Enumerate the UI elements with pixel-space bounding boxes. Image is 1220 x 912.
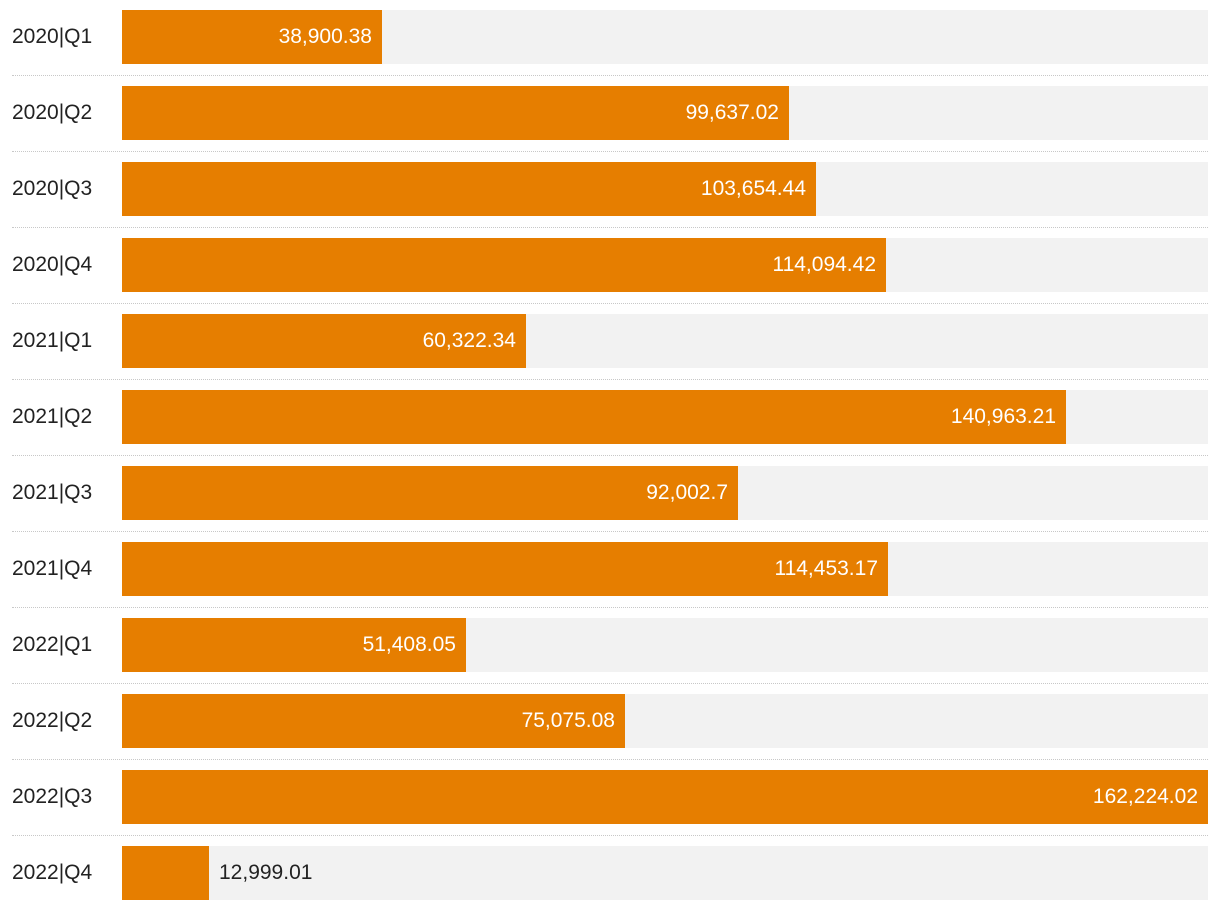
row-divider <box>12 455 1208 456</box>
bar <box>122 238 886 292</box>
bar-track: 51,408.05 <box>122 618 1208 672</box>
row-divider <box>12 379 1208 380</box>
bar-track: 99,637.02 <box>122 86 1208 140</box>
bar-track: 75,075.08 <box>122 694 1208 748</box>
bar-track: 12,999.01 <box>122 846 1208 900</box>
value-label: 12,999.01 <box>219 861 313 884</box>
category-label: 2021|Q1 <box>12 329 93 352</box>
bar-row: 2022|Q2 75,075.08 <box>0 684 1220 760</box>
bar-row: 2020|Q4 114,094.42 <box>0 228 1220 304</box>
value-label: 51,408.05 <box>362 633 456 656</box>
value-label: 60,322.34 <box>422 329 516 352</box>
row-divider <box>12 227 1208 228</box>
bar-track: 60,322.34 <box>122 314 1208 368</box>
bar <box>122 466 738 520</box>
bar-row: 2021|Q3 92,002.7 <box>0 456 1220 532</box>
value-label: 140,963.21 <box>950 405 1056 428</box>
bar <box>122 694 625 748</box>
category-label: 2020|Q1 <box>12 25 93 48</box>
bar-track: 140,963.21 <box>122 390 1208 444</box>
bar <box>122 542 888 596</box>
category-label: 2022|Q3 <box>12 785 93 808</box>
bar <box>122 618 466 672</box>
category-label: 2022|Q1 <box>12 633 93 656</box>
category-label: 2022|Q4 <box>12 861 93 884</box>
category-label: 2021|Q3 <box>12 481 93 504</box>
row-divider <box>12 303 1208 304</box>
bar <box>122 770 1208 824</box>
bar-track: 162,224.02 <box>122 770 1208 824</box>
value-label: 103,654.44 <box>700 177 806 200</box>
value-label: 162,224.02 <box>1092 785 1198 808</box>
bar <box>122 10 382 64</box>
row-divider <box>12 759 1208 760</box>
bar-track: 114,453.17 <box>122 542 1208 596</box>
category-label: 2022|Q2 <box>12 709 93 732</box>
value-label: 99,637.02 <box>685 101 779 124</box>
bar-row: 2022|Q4 12,999.01 <box>0 836 1220 912</box>
bar-row: 2021|Q2 140,963.21 <box>0 380 1220 456</box>
bar-track: 38,900.38 <box>122 10 1208 64</box>
bar <box>122 846 209 900</box>
value-label: 38,900.38 <box>278 25 372 48</box>
bar-track: 103,654.44 <box>122 162 1208 216</box>
bar-row: 2021|Q1 60,322.34 <box>0 304 1220 380</box>
bar <box>122 86 789 140</box>
row-divider <box>12 607 1208 608</box>
bar <box>122 162 816 216</box>
bar-track: 114,094.42 <box>122 238 1208 292</box>
value-label: 114,094.42 <box>772 253 876 276</box>
category-label: 2021|Q2 <box>12 405 93 428</box>
bar-row: 2021|Q4 114,453.17 <box>0 532 1220 608</box>
bar <box>122 314 526 368</box>
bar-row: 2020|Q2 99,637.02 <box>0 76 1220 152</box>
category-label: 2021|Q4 <box>12 557 93 580</box>
bar <box>122 390 1066 444</box>
row-divider <box>12 75 1208 76</box>
bar-row: 2022|Q1 51,408.05 <box>0 608 1220 684</box>
row-divider <box>12 151 1208 152</box>
bar-row: 2020|Q3 103,654.44 <box>0 152 1220 228</box>
category-label: 2020|Q4 <box>12 253 93 276</box>
row-divider <box>12 683 1208 684</box>
bar-row: 2020|Q1 38,900.38 <box>0 0 1220 76</box>
row-divider <box>12 835 1208 836</box>
category-label: 2020|Q2 <box>12 101 93 124</box>
bar-row: 2022|Q3 162,224.02 <box>0 760 1220 836</box>
row-divider <box>12 531 1208 532</box>
value-label: 114,453.17 <box>774 557 878 580</box>
category-label: 2020|Q3 <box>12 177 93 200</box>
value-label: 92,002.7 <box>646 481 728 504</box>
value-label: 75,075.08 <box>521 709 615 732</box>
bar-track: 92,002.7 <box>122 466 1208 520</box>
